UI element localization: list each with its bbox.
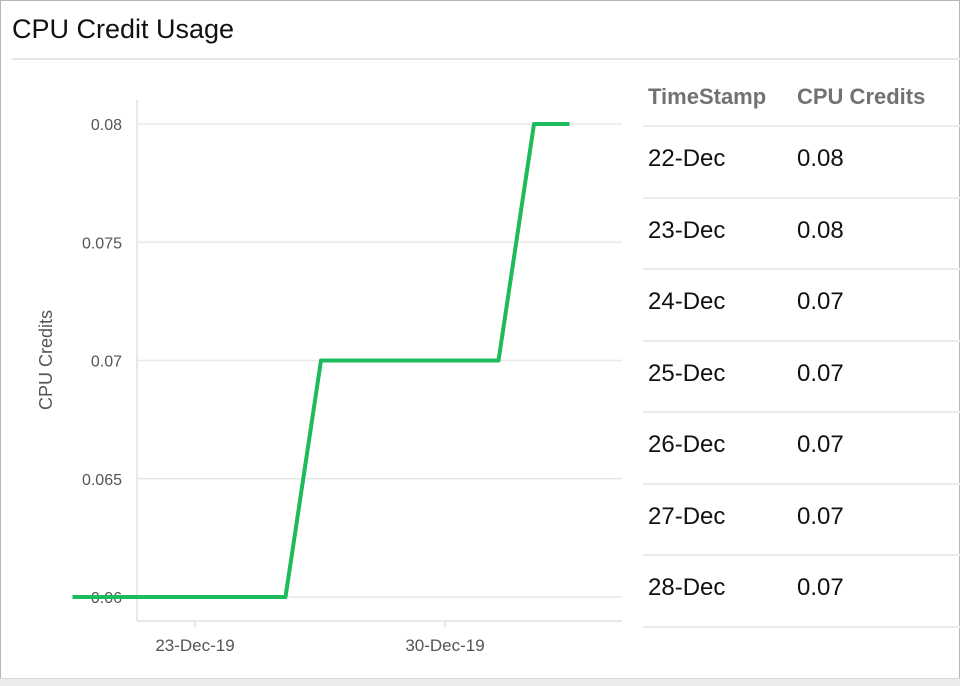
timestamp-cell: 22-Dec: [648, 145, 726, 172]
table-row: 23-Dec 0.08: [643, 196, 960, 271]
timestamp-cell: 23-Dec: [648, 216, 726, 244]
table-row: 24-Dec 0.07: [643, 268, 960, 342]
x-tick-label: 30-Dec-19: [405, 636, 484, 655]
table-row: 22-Dec 0.08: [643, 125, 960, 199]
widget-title: CPU Credit Usage: [12, 14, 235, 44]
title-divider: [12, 58, 960, 60]
timestamp-cell: 27-Dec: [648, 502, 726, 530]
cpu-credits-cell: 0.07: [797, 431, 844, 458]
table-bottom-border: [643, 625, 960, 628]
cpu-credits-cell: 0.08: [797, 145, 844, 172]
x-tick-label: 23-Dec-19: [155, 636, 234, 655]
table-row: 27-Dec 0.07: [643, 482, 960, 557]
series-line: [72, 122, 570, 599]
timestamp-cell: 26-Dec: [648, 431, 726, 458]
column-header-cpu-credits[interactable]: CPU Credits: [797, 84, 926, 109]
cpu-credits-cell: 0.08: [797, 216, 844, 244]
horizontal-scrollbar[interactable]: [0, 678, 960, 686]
y-tick-label: 0.08: [91, 117, 122, 134]
cpu-credits-cell: 0.07: [797, 359, 844, 387]
y-tick-label: 0.075: [82, 235, 122, 252]
table-row: 26-Dec 0.07: [643, 411, 960, 485]
y-axis-label: CPU Credits: [36, 310, 56, 410]
y-tick-label: 0.07: [91, 354, 122, 371]
timestamp-cell: 24-Dec: [648, 288, 726, 315]
table-row: 25-Dec 0.07: [643, 339, 960, 414]
column-header-timestamp[interactable]: TimeStamp: [648, 84, 767, 109]
timestamp-cell: 25-Dec: [648, 359, 726, 387]
cpu-credits-cell: 0.07: [797, 288, 844, 315]
timestamp-cell: 28-Dec: [648, 574, 726, 601]
cpu-credits-cell: 0.07: [797, 574, 844, 601]
y-tick-label: 0.065: [82, 472, 122, 489]
cpu-credits-cell: 0.07: [797, 502, 844, 530]
table-row: 28-Dec 0.07: [643, 554, 960, 628]
